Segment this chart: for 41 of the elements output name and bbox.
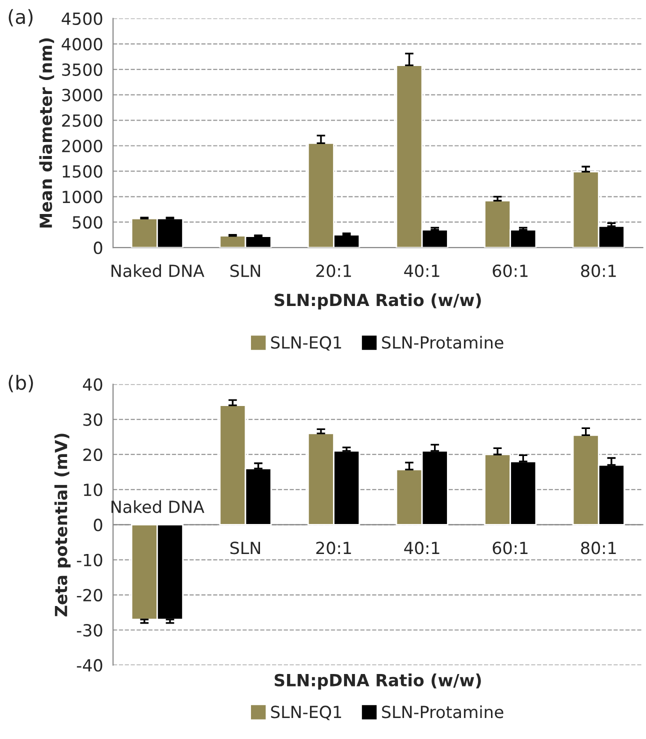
y-tick-label: 500 xyxy=(72,216,102,229)
y-tick-label: 40 xyxy=(82,378,102,391)
x-axis-title: SLN:pDNA Ratio (w/w) xyxy=(274,674,481,690)
x-tick-label: Naked DNA xyxy=(112,500,204,514)
x-tick-label: 40:1 xyxy=(404,542,440,554)
x-tick-label: 20:1 xyxy=(316,264,351,278)
x-tick-label: 60:1 xyxy=(492,264,528,278)
y-tick-label: 2500 xyxy=(62,114,102,127)
x-axis-title: SLN:pDNA Ratio (w/w) xyxy=(274,293,481,310)
x-tick-label: 60:1 xyxy=(492,542,528,554)
y-tick-label: 4000 xyxy=(62,38,102,50)
x-tick-label: 80:1 xyxy=(581,264,616,278)
legend-label: SLN-Protamine xyxy=(382,705,504,718)
y-tick-label: 1000 xyxy=(62,190,102,204)
y-tick-label: 10 xyxy=(84,484,102,496)
x-tick-label: SLN xyxy=(230,542,260,554)
x-tick-label: 20:1 xyxy=(316,542,351,554)
legend-label: SLN-EQ1 xyxy=(271,706,342,720)
x-tick-label: 40:1 xyxy=(404,264,440,278)
x-tick-label: 80:1 xyxy=(581,542,616,554)
text: (a) xyxy=(8,9,33,26)
y-tick-label: 0 xyxy=(94,518,102,532)
legend-label: SLN-Protamine xyxy=(382,336,504,349)
legend-label: SLN-EQ1 xyxy=(271,336,342,351)
y-tick-label: 1500 xyxy=(62,165,102,178)
y-axis-title: Zeta potential (mV) xyxy=(54,434,71,616)
x-tick-label: SLN xyxy=(230,264,260,278)
x-tick-label: Naked DNA xyxy=(112,264,204,278)
y-tick-label: 20 xyxy=(83,448,102,462)
y-tick-label: 3500 xyxy=(62,63,102,76)
y-axis-title: Mean diameter (nm) xyxy=(39,38,54,228)
y-tick-label: -20 xyxy=(76,588,102,602)
y-tick-label: -30 xyxy=(76,624,102,637)
y-tick-label: 0 xyxy=(94,242,102,254)
y-tick-label: -10 xyxy=(76,554,102,566)
y-tick-label: 3000 xyxy=(62,88,102,102)
y-tick-label: 30 xyxy=(83,413,102,426)
y-tick-label: 2000 xyxy=(62,140,102,152)
y-tick-label: 4500 xyxy=(62,12,102,26)
y-tick-label: -40 xyxy=(76,659,102,672)
text: (b) xyxy=(8,374,33,392)
